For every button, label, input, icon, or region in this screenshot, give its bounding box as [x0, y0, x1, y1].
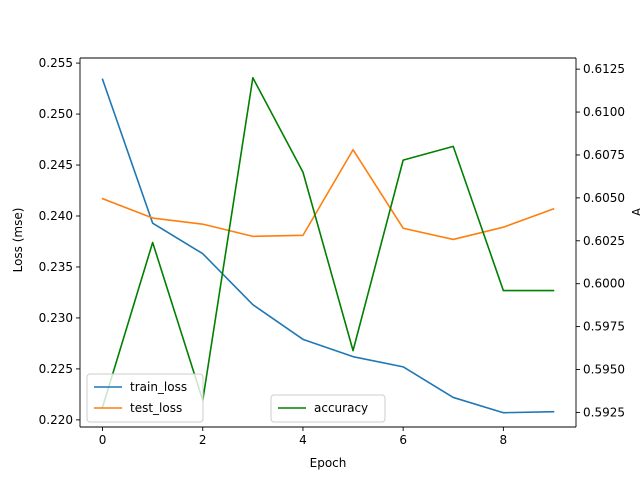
series-line-test-loss — [101, 148, 555, 241]
right-y-tick-label: 0.6100 — [583, 105, 625, 119]
x-axis-label: Epoch — [310, 456, 347, 470]
left-y-tick-label: 0.225 — [39, 362, 73, 376]
right-y-tick-label: 0.6000 — [583, 277, 625, 291]
series-lines — [101, 76, 555, 414]
left-y-tick-label: 0.230 — [39, 311, 73, 325]
right-y-axis-ticks: 0.5925 0.5950 0.5975 0.6000 0.6025 0.6050 0.60… — [576, 62, 625, 419]
right-y-tick-label: 0.6025 — [583, 234, 625, 248]
left-y-tick-label: 0.250 — [39, 107, 73, 121]
x-tick-label: 8 — [500, 433, 508, 447]
left-y-tick-label: 0.255 — [39, 56, 73, 70]
left-y-axis-ticks: 0.220 0.225 0.230 0.235 0.240 0.245 0.250 0.255 — [39, 56, 80, 427]
legend-accuracy: accuracy — [270, 394, 386, 423]
x-tick-label: 2 — [199, 433, 207, 447]
right-y-axis-label: A — [630, 207, 640, 216]
x-tick-label: 6 — [399, 433, 407, 447]
right-y-tick-label: 0.5975 — [583, 320, 625, 334]
left-y-tick-label: 0.240 — [39, 209, 73, 223]
left-y-tick-label: 0.235 — [39, 260, 73, 274]
right-y-tick-label: 0.5925 — [583, 405, 625, 419]
right-y-tick-label: 0.6050 — [583, 191, 625, 205]
legend-box — [270, 394, 386, 423]
legend-loss: train_loss test_loss — [86, 373, 204, 423]
right-y-tick-label: 0.6125 — [583, 62, 625, 76]
x-tick-label: 0 — [99, 433, 107, 447]
right-y-tick-label: 0.6075 — [583, 148, 625, 162]
right-y-tick-label: 0.5950 — [583, 363, 625, 377]
plot-frame — [79, 57, 577, 428]
left-y-tick-label: 0.245 — [39, 158, 73, 172]
series-line-train-loss — [101, 78, 555, 414]
legend-box — [86, 373, 204, 423]
legend-label-train-loss: train_loss — [130, 380, 187, 394]
x-tick-label: 4 — [299, 433, 307, 447]
left-y-axis-label: Loss (mse) — [11, 208, 25, 273]
left-y-tick-label: 0.220 — [39, 413, 73, 427]
legend-label-accuracy: accuracy — [314, 401, 368, 415]
legend-label-test-loss: test_loss — [130, 401, 182, 415]
x-axis-ticks: 0 2 4 6 8 — [99, 427, 507, 447]
series-line-accuracy — [101, 76, 555, 409]
